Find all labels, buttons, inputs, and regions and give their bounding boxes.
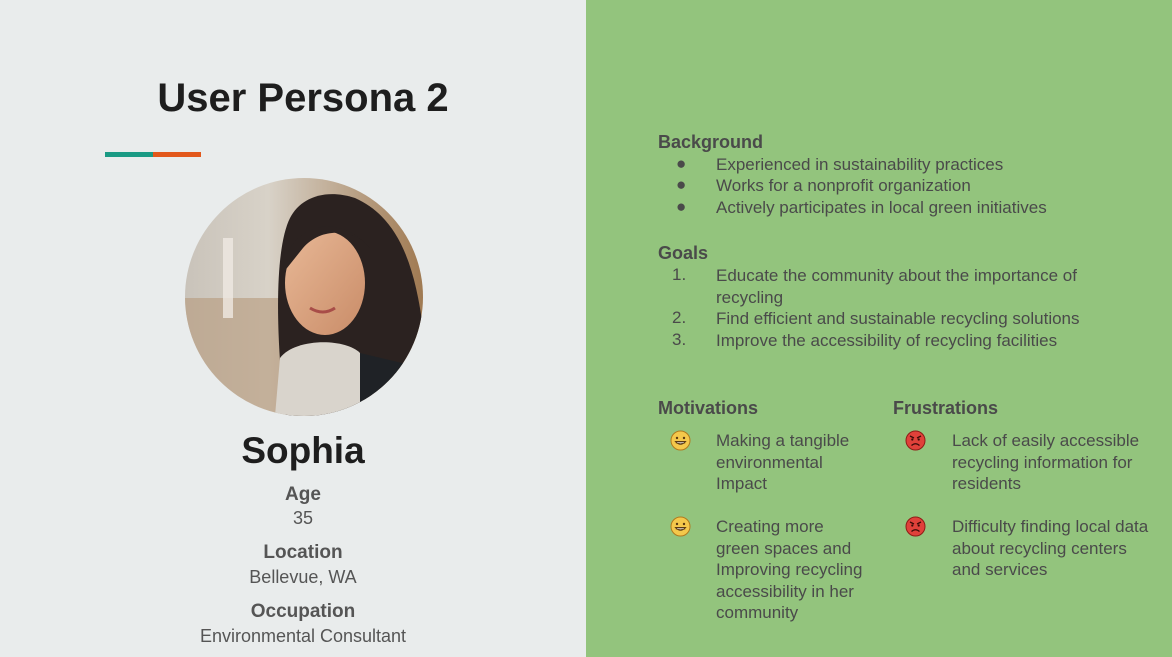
motivations-heading: Motivations [658,398,759,418]
age-value: 35 [292,508,314,528]
goal-number: 1. [672,265,687,284]
background-heading: Background [658,132,764,152]
frustrations-heading: Frustrations [893,398,999,418]
background-item: Actively participates in local green ini… [716,198,1047,217]
angry-face-icon [905,430,926,451]
background-item: Experienced in sustainability practices [716,155,1004,174]
motivation-item: Making a tangible environmental Impact [716,431,850,493]
avatar-photo-illustration [185,178,423,416]
goal-number: 3. [672,330,687,349]
grinning-face-icon [670,430,691,451]
right-panel: Background ● Experienced in sustainabili… [586,0,1172,657]
frustration-item: Difficulty finding local data about recy… [952,517,1149,579]
frustration-item: Lack of easily accessible recycling info… [952,431,1140,493]
bullet-dot: ● [676,175,687,194]
motivation-item: Creating more green spaces and Improving… [716,517,863,622]
goal-item: Find efficient and sustainable recycling… [716,309,1080,328]
goal-number: 2. [672,308,687,327]
occupation-label: Occupation [250,601,356,622]
grinning-face-icon [670,516,691,537]
background-item: Works for a nonprofit organization [716,176,971,195]
left-panel: User Persona 2 [105,76,449,646]
location-value: Bellevue, WA [249,567,357,587]
bullet-dot: ● [676,154,687,173]
persona-name: Sophia [241,430,365,471]
bullet-dot: ● [676,197,687,216]
avatar [185,178,423,416]
page-title: User Persona 2 [157,76,449,120]
accent-bar-teal [105,152,153,157]
age-label: Age [285,484,321,505]
goal-item: Educate the community about the importan… [716,266,1077,307]
goals-heading: Goals [658,243,709,263]
accent-bar-orange [153,152,201,157]
angry-face-icon [905,516,926,537]
occupation-value: Environmental Consultant [199,626,407,646]
goal-item: Improve the accessibility of recycling f… [716,331,1058,350]
location-label: Location [263,542,343,563]
